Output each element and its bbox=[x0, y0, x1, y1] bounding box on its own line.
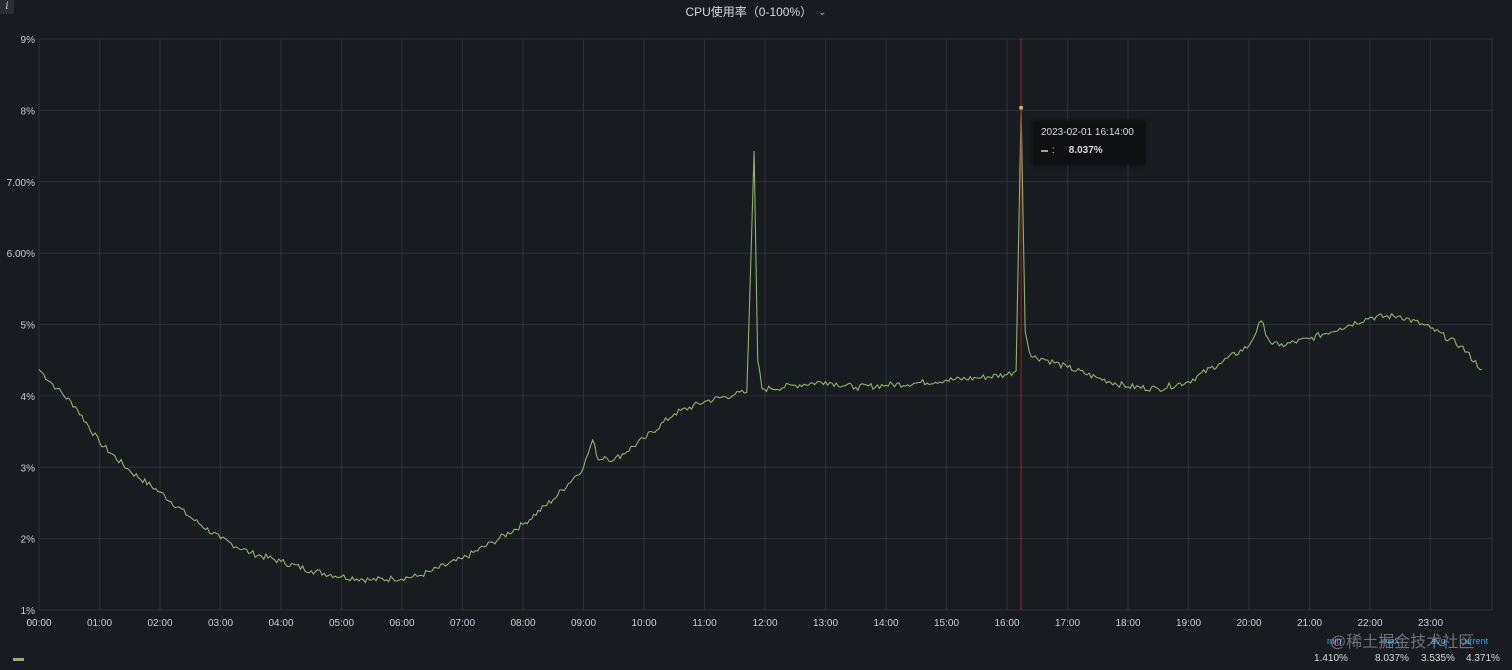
x-tick-label: 16:00 bbox=[994, 618, 1019, 629]
tooltip-row: : 8.037% bbox=[1041, 145, 1103, 156]
y-tick-label: 7.00% bbox=[7, 178, 35, 189]
legend-table-values: 1.410% 8.037% 3.535% 4.371% bbox=[1300, 653, 1506, 667]
x-tick-label: 10:00 bbox=[631, 618, 656, 629]
legend-header-min[interactable]: min bbox=[1327, 636, 1342, 646]
y-tick-label: 3% bbox=[21, 463, 36, 474]
y-tick-label: 6.00% bbox=[7, 249, 35, 260]
legend-header-current[interactable]: current bbox=[1460, 636, 1489, 646]
y-tick-label: 2% bbox=[21, 535, 36, 546]
x-tick-label: 01:00 bbox=[87, 618, 112, 629]
x-axis-ticks: 00:00 01:00 02:00 03:00 04:00 05:00 06:00 07:00… bbox=[26, 618, 1443, 629]
x-tick-label: 00:00 bbox=[26, 618, 51, 629]
tooltip-series-swatch bbox=[1041, 149, 1048, 152]
x-tick-label: 23:00 bbox=[1418, 618, 1443, 629]
x-tick-label: 13:00 bbox=[813, 618, 838, 629]
x-tick-label: 09:00 bbox=[571, 618, 596, 629]
series-line bbox=[38, 107, 1482, 584]
y-axis-ticks: 1% 2% 3% 4% 5% 6.00% 7.00% 8% 9% bbox=[7, 35, 35, 617]
x-tick-label: 08:00 bbox=[510, 618, 535, 629]
x-tick-label: 05:00 bbox=[329, 618, 354, 629]
x-tick-label: 21:00 bbox=[1297, 618, 1322, 629]
hover-point bbox=[1019, 105, 1024, 110]
x-tick-label: 22:00 bbox=[1357, 618, 1382, 629]
y-tick-label: 4% bbox=[21, 392, 36, 403]
y-tick-label: 8% bbox=[21, 106, 36, 117]
info-icon[interactable]: i bbox=[0, 0, 14, 14]
tooltip-time: 2023-02-01 16:14:00 bbox=[1041, 127, 1134, 138]
legend-value-current: 4.371% bbox=[1466, 653, 1500, 664]
tooltip-value: 8.037% bbox=[1068, 145, 1103, 156]
legend-value-avg: 3.535% bbox=[1421, 653, 1455, 664]
x-tick-label: 03:00 bbox=[208, 618, 233, 629]
x-tick-label: 07:00 bbox=[450, 618, 475, 629]
legend-header-avg[interactable]: avg bbox=[1431, 636, 1446, 646]
x-tick-label: 11:00 bbox=[692, 618, 717, 629]
legend-series-swatch[interactable] bbox=[13, 658, 24, 661]
watermark: @稀土掘金技术社区 bbox=[1330, 634, 1475, 651]
y-tick-label: 1% bbox=[21, 606, 36, 617]
x-tick-label: 15:00 bbox=[934, 618, 959, 629]
legend-header-max[interactable]: max bbox=[1382, 636, 1400, 646]
legend-value-max: 8.037% bbox=[1375, 653, 1409, 664]
chevron-down-icon[interactable]: ⌄ bbox=[818, 7, 827, 18]
x-tick-label: 20:00 bbox=[1236, 618, 1261, 629]
y-tick-label: 9% bbox=[21, 35, 36, 46]
x-tick-label: 06:00 bbox=[389, 618, 414, 629]
x-tick-label: 18:00 bbox=[1115, 618, 1140, 629]
x-tick-label: 14:00 bbox=[873, 618, 898, 629]
x-tick-label: 17:00 bbox=[1055, 618, 1080, 629]
panel-header[interactable]: CPU使用率（0-100%） ⌄ bbox=[0, 4, 1512, 20]
tooltip-separator: : bbox=[1052, 145, 1055, 156]
legend-value-min: 1.410% bbox=[1314, 653, 1348, 664]
x-tick-label: 12:00 bbox=[752, 618, 777, 629]
chart-grid bbox=[38, 38, 1493, 611]
tooltip: 2023-02-01 16:14:00 : 8.037% bbox=[1033, 121, 1145, 165]
y-tick-label: 5% bbox=[21, 321, 36, 332]
x-tick-label: 02:00 bbox=[147, 618, 172, 629]
x-tick-label: 04:00 bbox=[268, 618, 293, 629]
x-tick-label: 19:00 bbox=[1176, 618, 1201, 629]
legend-table-header: min max avg current bbox=[1300, 636, 1506, 648]
panel-title[interactable]: CPU使用率（0-100%） bbox=[685, 5, 813, 19]
